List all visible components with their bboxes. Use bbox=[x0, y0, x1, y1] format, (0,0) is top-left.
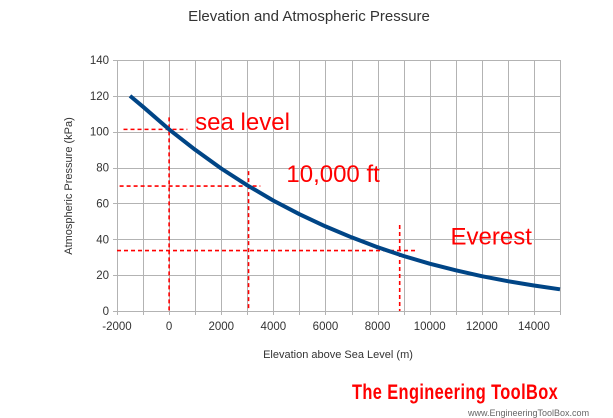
10000-ft-annotation: 10,000 ft bbox=[286, 161, 380, 188]
logo-url: www.EngineeringToolBox.com bbox=[468, 408, 590, 418]
x-tick-labels: -2000 0 2000 4000 6000 8000 10000 12000 14000 bbox=[102, 321, 550, 333]
x-tick-label: 4000 bbox=[261, 321, 287, 333]
x-tick-label: 8000 bbox=[365, 321, 391, 333]
x-tick-label: 10000 bbox=[414, 321, 446, 333]
y-tick-labels: 0 20 40 60 80 100 120 140 bbox=[90, 55, 109, 318]
y-tick-label: 80 bbox=[96, 163, 109, 175]
everest-annotation: Everest bbox=[451, 224, 533, 251]
reference-lines bbox=[117, 117, 417, 311]
x-tick-label: 6000 bbox=[313, 321, 339, 333]
sea-level-annotation: sea level bbox=[195, 109, 290, 136]
y-tick-label: 120 bbox=[90, 91, 109, 103]
y-tick-label: 100 bbox=[90, 127, 109, 139]
y-tick-label: 140 bbox=[90, 55, 109, 67]
chart-title: Elevation and Atmospheric Pressure bbox=[188, 8, 430, 25]
annotations: sea level 10,000 ft Everest bbox=[195, 109, 532, 251]
y-tick-label: 60 bbox=[96, 198, 109, 210]
y-axis-label: Atmospheric Pressure (kPa) bbox=[63, 117, 75, 255]
engineering-toolbox-logo: The Engineering ToolBox bbox=[352, 381, 559, 404]
x-axis-label: Elevation above Sea Level (m) bbox=[263, 349, 413, 361]
x-tick-label: 2000 bbox=[208, 321, 234, 333]
y-tick-label: 20 bbox=[96, 270, 109, 282]
pressure-curve bbox=[128, 94, 561, 292]
y-tick-label: 40 bbox=[96, 234, 109, 246]
y-tick-label: 0 bbox=[103, 306, 109, 318]
x-tick-label: 0 bbox=[166, 321, 172, 333]
x-tick-label: -2000 bbox=[102, 321, 131, 333]
series bbox=[128, 94, 561, 292]
x-tick-label: 12000 bbox=[466, 321, 498, 333]
x-tick-label: 14000 bbox=[518, 321, 550, 333]
